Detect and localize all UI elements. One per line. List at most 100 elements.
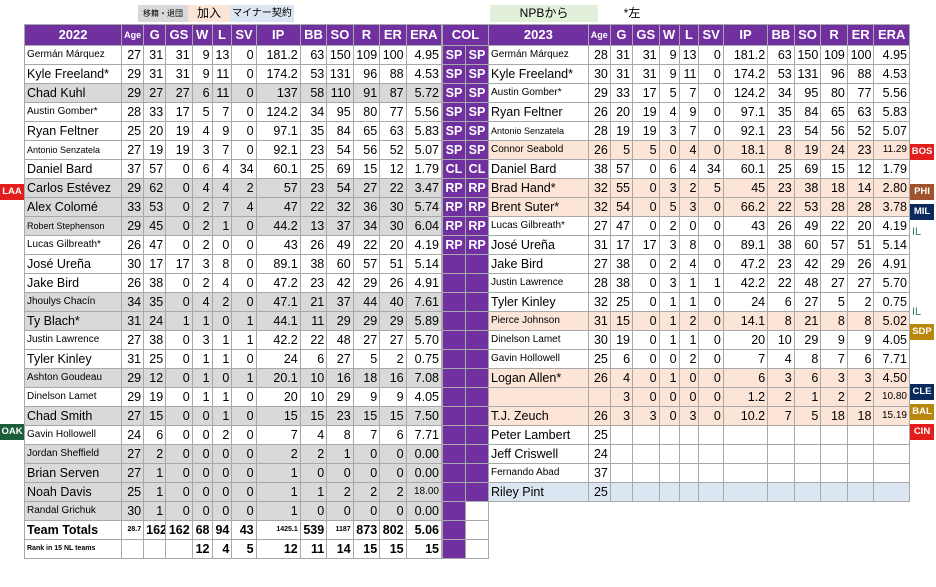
age-cell: 29 [121, 387, 145, 407]
stat-cell: 0 [698, 83, 724, 103]
stat-cell [609, 425, 634, 445]
position-2022: SP [442, 83, 466, 103]
rank-cell [143, 539, 167, 559]
stat-cell: 4 [678, 254, 700, 274]
stat-cell [722, 463, 769, 483]
stat-cell: 9 [846, 330, 875, 350]
table-row: Ryan Feltner 25 20 19 4 9 0 97.1 35 84 65 63 5.83 [23, 121, 443, 141]
stat-cell: 0 [231, 121, 257, 141]
rank-cell: 5 [231, 539, 257, 559]
stat-cell: 2 [211, 292, 233, 312]
age-cell: 25 [587, 482, 611, 502]
position-blank [442, 482, 466, 502]
age-cell: 32 [587, 178, 611, 198]
position-2023: SP [464, 83, 490, 103]
stat-cell: 6 [767, 292, 795, 312]
stat-cell [846, 463, 875, 483]
stat-cell: 18 [352, 368, 381, 388]
stat-cell: 0 [231, 444, 257, 464]
stat-cell: 58 [299, 83, 328, 103]
stat-cell: 5.56 [873, 83, 910, 103]
stat-cell: 1 [143, 482, 167, 502]
player-name: Alex Colomé [23, 197, 123, 217]
stat-cell: 4 [191, 292, 213, 312]
stat-cell: 56 [820, 121, 848, 141]
stat-cell: 0 [678, 216, 700, 236]
stat-cell: 0 [698, 64, 724, 84]
stat-cell: 21 [299, 292, 328, 312]
position-blank [464, 406, 490, 426]
stat-cell: 30 [379, 216, 407, 236]
player-name: Jeff Criswell [488, 444, 589, 464]
stat-cell: 0 [165, 349, 193, 369]
stat-cell: 34 [698, 159, 724, 179]
stat-cell: 7 [767, 406, 795, 426]
stat-cell: 31 [609, 45, 634, 65]
stat-cell: 33 [609, 83, 634, 103]
stat-cell: 19 [165, 140, 193, 160]
stat-cell [722, 482, 769, 502]
position-2023: RP [464, 197, 490, 217]
age-cell: 31 [587, 311, 611, 331]
stat-cell: 17 [143, 254, 167, 274]
stat-cell: 26 [299, 235, 328, 255]
stat-cell: 6 [379, 425, 407, 445]
stat-cell: 0 [379, 444, 407, 464]
stat-cell: 137 [255, 83, 301, 103]
stat-cell: 88 [846, 64, 875, 84]
position-blank [442, 520, 466, 540]
player-name: Brent Suter* [488, 197, 589, 217]
stat-cell: 24 [820, 140, 848, 160]
stat-cell: 0 [632, 216, 660, 236]
stat-cell: 66.2 [722, 197, 769, 217]
stat-cell: 34 [231, 159, 257, 179]
stat-cell: 5 [352, 349, 381, 369]
stat-cell [873, 482, 910, 502]
stat-cell: 18 [820, 178, 848, 198]
stat-cell: 54 [326, 140, 354, 160]
stat-cell: 15.19 [873, 406, 910, 426]
stat-cell: 0 [658, 349, 680, 369]
stat-cell: 6 [793, 368, 822, 388]
stat-cell: 49 [793, 216, 822, 236]
age-cell: 26 [121, 235, 145, 255]
table-row: José Ureña 30 17 17 3 8 0 89.1 38 60 57 51 5.14 [23, 254, 443, 274]
stat-cell: 2 [379, 349, 407, 369]
table-row: Brian Serven 27 1 0 0 0 0 1 0 0 0 0 0.00 [23, 463, 443, 483]
stat-cell: 38 [609, 273, 634, 293]
stat-cell: 4 [191, 121, 213, 141]
table-row: José Ureña 31 17 17 3 8 0 89.1 38 60 57 51 5.14 [488, 235, 910, 255]
stat-cell: 13 [678, 45, 700, 65]
stat-cell: 53 [793, 197, 822, 217]
stat-cell: 3 [191, 254, 213, 274]
stat-cell: 5 [793, 406, 822, 426]
table-row: Gavin Hollowell 25 6 0 0 2 0 7 4 8 7 6 7.71 [488, 349, 910, 369]
position-2023: SP [464, 45, 490, 65]
stat-cell: 2 [231, 178, 257, 198]
stat-cell: 0 [165, 387, 193, 407]
position-column: COL SP SP SP SP SP SP SP SP SP SP SP SP CL CL RP RP RP RP R… [441, 24, 490, 559]
stat-cell: 1 [231, 311, 257, 331]
stat-cell: 2 [255, 444, 301, 464]
stat-cell: 0 [231, 64, 257, 84]
stat-cell: 19 [143, 140, 167, 160]
stat-cell: 97.1 [722, 102, 769, 122]
table-row: Jeff Criswell 24 [488, 444, 910, 464]
player-name: Connor Seabold [488, 140, 589, 160]
stat-cell: 23 [767, 178, 795, 198]
totals-cell: 162 [143, 520, 167, 540]
stat-cell: 7 [722, 349, 769, 369]
stat-cell: 15 [143, 406, 167, 426]
table-row: Pierce Johnson 31 15 0 1 2 0 14.1 8 21 8 8 5.02 [488, 311, 910, 331]
age-cell: 26 [587, 140, 611, 160]
stat-cell [658, 482, 680, 502]
col-header-row: COL [441, 24, 490, 46]
stat-cell: 17 [609, 235, 634, 255]
age-header: Age [121, 24, 145, 46]
stat-cell: 181.2 [722, 45, 769, 65]
stat-cell: 7.50 [405, 406, 443, 426]
stat-cell: 0 [698, 311, 724, 331]
age-cell: 24 [587, 444, 611, 464]
age-cell: 29 [121, 216, 145, 236]
stat-cell: 22 [767, 273, 795, 293]
